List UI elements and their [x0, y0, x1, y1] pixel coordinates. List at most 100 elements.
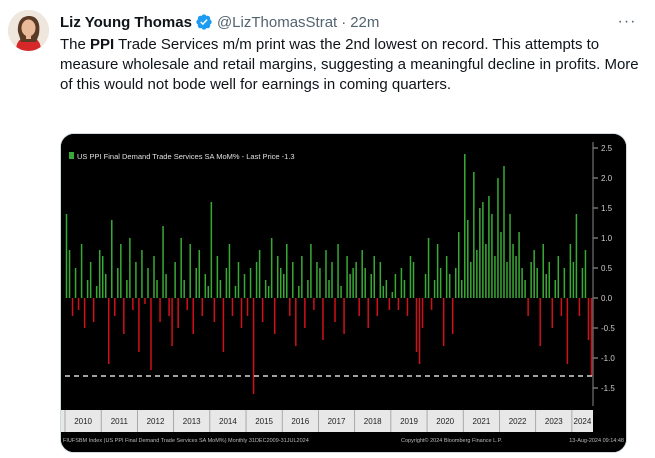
bar — [111, 220, 113, 298]
bar — [240, 298, 243, 328]
bar — [533, 250, 535, 298]
chart-image[interactable]: 2.5 2.0 1.5 1.0 0.5 0.0 -0.5 -1.0 -1.5 US PPI Fin… — [60, 133, 627, 453]
bar — [397, 298, 400, 310]
bar — [467, 220, 469, 298]
bar — [551, 298, 554, 328]
bar — [412, 262, 415, 298]
bar — [364, 268, 366, 298]
bar — [231, 298, 234, 316]
bar — [569, 244, 572, 298]
bar — [337, 244, 339, 298]
y-tick-label: 0.5 — [601, 264, 613, 273]
x-tick-label: 2020 — [436, 417, 454, 426]
footer-source: FIUFSBM Index (US PPI Final Demand Trade… — [63, 438, 309, 444]
legend-swatch — [69, 152, 74, 159]
bar — [442, 298, 445, 346]
bar — [207, 286, 210, 298]
bar — [578, 298, 581, 316]
bar — [343, 298, 345, 334]
bar — [322, 298, 324, 340]
bar — [310, 244, 312, 298]
y-tick-label: 1.0 — [601, 234, 613, 243]
bar — [264, 280, 267, 298]
bar — [286, 244, 288, 298]
bar — [334, 298, 336, 322]
bar — [325, 250, 327, 298]
bar — [373, 256, 376, 298]
tweet-timestamp[interactable]: 22m — [350, 13, 380, 31]
x-tick-label: 2017 — [328, 417, 346, 426]
bar — [400, 268, 403, 298]
bar — [590, 298, 593, 376]
bar — [439, 268, 442, 298]
bar — [228, 244, 231, 298]
bar — [138, 298, 140, 352]
x-tick-label: 2023 — [545, 417, 563, 426]
bar — [554, 280, 557, 298]
bar — [491, 214, 493, 298]
bar — [539, 298, 541, 346]
bar — [403, 280, 406, 298]
bar — [536, 268, 538, 298]
chart-background — [61, 134, 626, 452]
bar — [328, 280, 330, 298]
bar — [225, 268, 228, 298]
bar — [451, 298, 454, 334]
header-separator: · — [341, 13, 347, 31]
bar — [71, 298, 74, 316]
bar — [358, 298, 360, 316]
bar — [123, 298, 125, 334]
bar — [557, 256, 560, 298]
more-options-icon[interactable]: ··· — [617, 13, 637, 30]
bar — [186, 298, 188, 310]
bar — [255, 262, 258, 298]
bloomberg-bar-chart: 2.5 2.0 1.5 1.0 0.5 0.0 -0.5 -1.0 -1.5 US PPI Fin… — [61, 134, 626, 452]
bar — [107, 298, 110, 364]
bar — [454, 268, 457, 298]
x-tick-label: 2012 — [147, 417, 165, 426]
bar — [527, 298, 529, 316]
x-tick-label: 2019 — [400, 417, 418, 426]
bar — [117, 268, 119, 298]
bar — [575, 214, 578, 298]
author-handle[interactable]: @LizThomasStrat — [216, 13, 338, 31]
bar — [213, 298, 216, 322]
bar — [246, 298, 249, 316]
bar — [433, 280, 436, 298]
bar — [521, 268, 523, 298]
bar — [177, 298, 179, 328]
bar — [587, 298, 590, 340]
bar — [482, 202, 484, 298]
tweet-header: Liz Young Thomas @LizThomasStrat · 22m — [60, 12, 379, 32]
bar — [382, 286, 385, 298]
bar — [92, 298, 95, 322]
bar — [509, 214, 511, 298]
bar — [147, 268, 149, 298]
bar — [340, 286, 342, 298]
bar — [506, 262, 508, 298]
bar — [219, 280, 222, 298]
bar — [298, 286, 300, 298]
x-tick-label: 2018 — [364, 417, 382, 426]
tweet-text-start: The — [60, 36, 91, 53]
bar — [394, 274, 397, 298]
y-tick-label: 1.5 — [601, 204, 613, 213]
bar — [563, 268, 566, 298]
bar — [518, 232, 520, 298]
bar — [427, 238, 430, 298]
bar — [74, 268, 77, 298]
x-tick-label: 2014 — [219, 417, 237, 426]
bar — [171, 298, 173, 346]
tweet-text-bold: PPI — [90, 36, 115, 53]
author-name[interactable]: Liz Young Thomas — [60, 13, 192, 31]
bar — [331, 262, 333, 298]
bar — [77, 298, 80, 310]
bar — [222, 298, 225, 352]
bar — [98, 250, 101, 298]
x-tick-label: 2022 — [509, 417, 527, 426]
bar — [249, 268, 252, 298]
bar — [346, 256, 348, 298]
bar — [216, 256, 219, 298]
footer-date: 13-Aug-2024 09:14:48 — [569, 438, 624, 444]
author-avatar[interactable] — [8, 10, 49, 51]
